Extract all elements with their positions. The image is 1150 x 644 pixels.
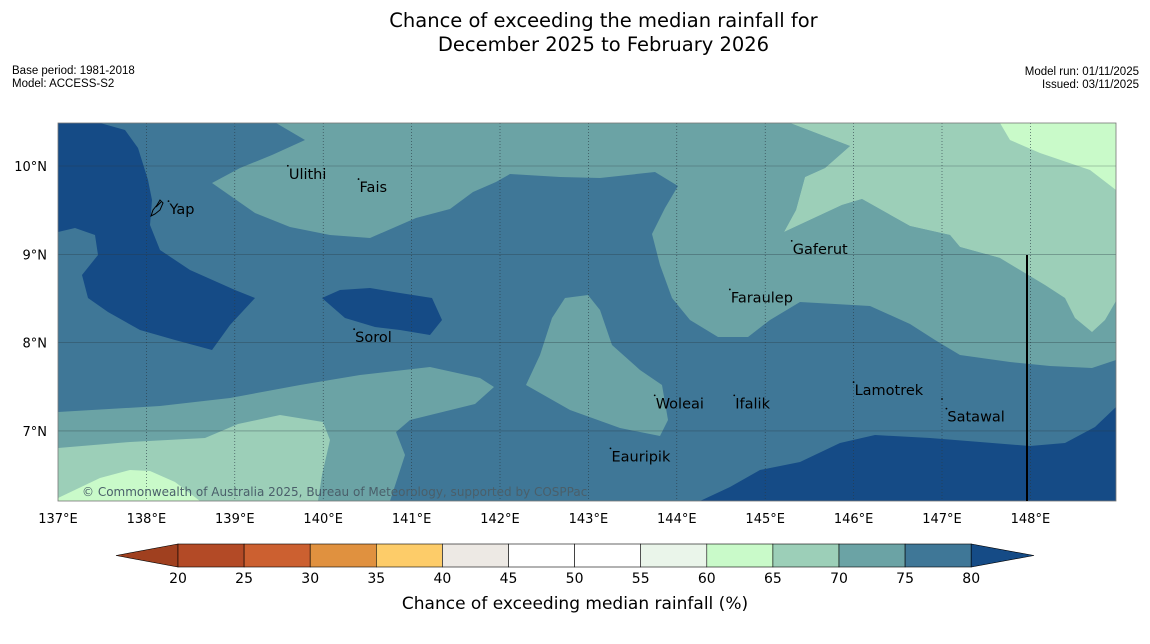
lon-label: 138°E (127, 512, 167, 527)
place-label: Faraulep (731, 290, 793, 306)
lon-label: 140°E (303, 512, 343, 527)
issued-text: Issued: 03/11/2025 (1042, 79, 1139, 91)
place-marker (167, 200, 170, 203)
place-marker (286, 164, 289, 167)
map-frame (57, 122, 1117, 502)
place-label: Eauripik (612, 449, 671, 465)
colorbar-tick-label: 75 (896, 571, 914, 587)
place-label: Sorol (355, 330, 392, 346)
place-label: Yap (169, 202, 195, 218)
meta-left: Base period: 1981-2018 Model: ACCESS-S2 (12, 65, 135, 91)
colorbar: 20 25 30 35 40 45 50 55 60 65 70 75 80 (115, 543, 1035, 587)
lon-label: 142°E (480, 512, 520, 527)
colorbar-tick-label: 60 (698, 571, 716, 587)
place-label: Fais (360, 180, 387, 196)
rainfall-probability-layer (58, 123, 1116, 501)
colorbar-under-arrow (115, 543, 179, 568)
colorbar-tick-label: 45 (500, 571, 518, 587)
lon-label: 144°E (657, 512, 697, 527)
place-label: Woleai (656, 396, 704, 412)
colorbar-bin (375, 543, 443, 568)
colorbar-bin (309, 543, 377, 568)
place-marker (733, 394, 736, 397)
colorbar-bin (772, 543, 840, 568)
yap-island-outline (150, 199, 164, 217)
lat-label: 7°N (23, 425, 48, 440)
colorbar-tick-label: 65 (764, 571, 782, 587)
model-text: Model: ACCESS-S2 (12, 78, 115, 90)
place-marker (790, 239, 793, 242)
title-line-2: December 2025 to February 2026 (437, 33, 770, 56)
colorbar-tick-label: 30 (301, 571, 319, 587)
place-marker (653, 394, 656, 397)
place-label: Ulithi (289, 167, 327, 183)
colorbar-tick-label: 20 (169, 571, 187, 587)
colorbar-bin (243, 543, 311, 568)
place-marker (609, 447, 612, 450)
region-60-65-northeast (784, 123, 1116, 332)
longitude-labels: 137°E 138°E 139°E 140°E 141°E 142°E 143°E 144°E… (38, 512, 1050, 527)
place-label: Satawal (947, 410, 1004, 426)
place-marker (945, 407, 948, 410)
colorbar-bin (706, 543, 774, 568)
colorbar-tick-label: 40 (433, 571, 451, 587)
region-75-80-southeast (700, 407, 1116, 501)
colorbar-bin (640, 543, 708, 568)
small-island-dot (941, 398, 943, 400)
lon-label: 146°E (834, 512, 874, 527)
meta-right: Model run: 01/11/2025 Issued: 03/11/2025 (1025, 66, 1139, 92)
colorbar-tick-label: 35 (367, 571, 385, 587)
place-label: Lamotrek (855, 383, 924, 399)
lon-label: 141°E (392, 512, 432, 527)
colorbar-tick-label: 80 (962, 571, 980, 587)
region-65-70-central (526, 295, 668, 436)
title-line-1: Chance of exceeding the median rainfall … (389, 9, 818, 32)
base-period-text: Base period: 1981-2018 (12, 65, 135, 77)
model-run-text: Model run: 01/11/2025 (1024, 66, 1139, 78)
place-labels: Yap Ulithi Fais Gaferut Faraulep Sorol Woleai I… (167, 164, 1005, 465)
region-65-70-north (212, 123, 1116, 368)
graticule (58, 123, 1116, 501)
lat-label: 9°N (23, 248, 48, 263)
colorbar-bin (442, 543, 509, 568)
lon-label: 137°E (38, 512, 78, 527)
colorbar-bin (508, 543, 575, 568)
colorbar-tick-label: 25 (235, 571, 253, 587)
place-marker (353, 328, 356, 331)
place-marker (357, 178, 360, 180)
place-label: Ifalik (735, 396, 770, 412)
region-75-80-sorol (322, 288, 442, 335)
copyright-text: © Commonwealth of Australia 2025, Bureau… (82, 485, 587, 499)
colorbar-tick-label: 50 (566, 571, 584, 587)
place-label: Gaferut (793, 242, 848, 258)
colorbar-bin (574, 543, 641, 568)
colorbar-tick-label: 55 (632, 571, 650, 587)
region-75-80-west (58, 123, 255, 350)
lon-label: 148°E (1011, 512, 1051, 527)
latitude-labels: 10°N 9°N 8°N 7°N (14, 160, 47, 440)
colorbar-over-arrow (970, 543, 1035, 568)
place-marker (728, 288, 731, 291)
lon-label: 147°E (922, 512, 962, 527)
lat-label: 10°N (14, 160, 47, 175)
colorbar-bin (177, 543, 245, 568)
colorbar-tick-label: 70 (830, 571, 848, 587)
lon-label: 139°E (215, 512, 255, 527)
colorbar-bin (838, 543, 906, 568)
lat-label: 8°N (23, 337, 48, 352)
colorbar-bin (904, 543, 972, 568)
lon-label: 143°E (569, 512, 609, 527)
region-55-60-southwest (58, 470, 200, 501)
colorbar-label: Chance of exceeding median rainfall (%) (401, 594, 749, 614)
map-title: Chance of exceeding the median rainfall … (0, 9, 1150, 57)
lon-label: 145°E (745, 512, 785, 527)
region-55-60-northeast (1000, 123, 1116, 190)
place-marker (852, 381, 855, 384)
